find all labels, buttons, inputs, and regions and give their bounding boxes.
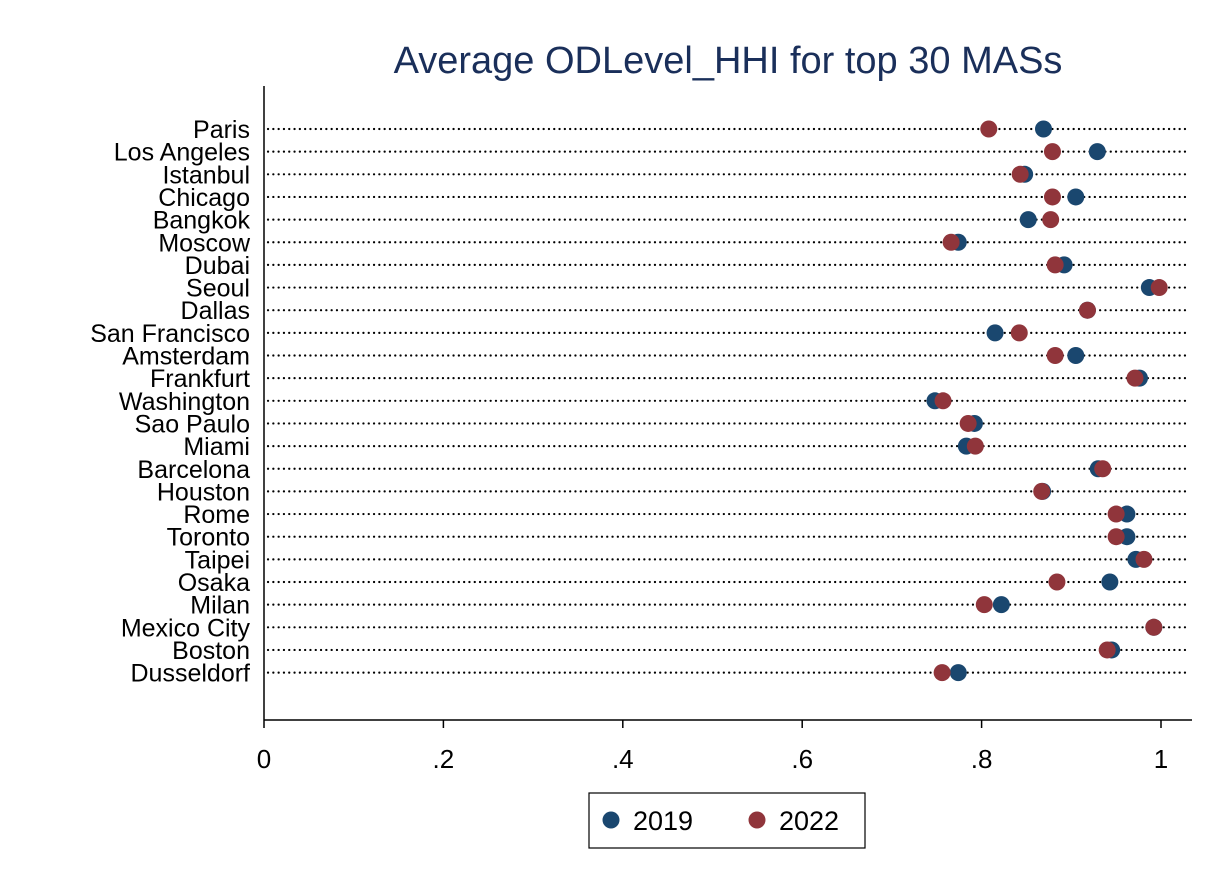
category-label-barcelona: Barcelona [137, 456, 250, 484]
point-2022-sao-paulo [959, 414, 977, 432]
point-2019-paris [1034, 120, 1052, 138]
x-tick-label: .2 [433, 744, 455, 774]
category-label-paris: Paris [193, 116, 250, 144]
category-label-istanbul: Istanbul [162, 161, 250, 189]
category-label-sao-paulo: Sao Paulo [135, 410, 250, 438]
point-2022-paris [980, 120, 998, 138]
x-tick-label: .4 [612, 744, 634, 774]
legend-label-2022: 2022 [779, 806, 839, 836]
point-2019-san-francisco [986, 324, 1004, 342]
point-2022-istanbul [1011, 165, 1029, 183]
point-2022-milan [975, 596, 993, 614]
category-label-seoul: Seoul [186, 275, 250, 303]
point-2022-amsterdam [1046, 347, 1064, 364]
point-2022-barcelona [1094, 460, 1112, 478]
axes [263, 86, 1192, 721]
point-2022-chicago [1043, 188, 1061, 206]
category-label-bangkok: Bangkok [153, 207, 251, 235]
point-2022-taipei [1135, 550, 1153, 568]
point-2019-chicago [1067, 188, 1085, 206]
category-label-dubai: Dubai [185, 252, 250, 280]
x-tick-label: 1 [1154, 744, 1168, 774]
point-2022-moscow [942, 233, 960, 251]
legend-box [588, 792, 866, 849]
category-label-san-francisco: San Francisco [90, 320, 250, 348]
category-label-frankfurt: Frankfurt [150, 365, 250, 393]
point-2022-osaka [1048, 573, 1066, 591]
category-label-dusseldorf: Dusseldorf [131, 660, 251, 688]
x-axis-ticks: 0 .2 .4 .6 .8 1 [257, 720, 1168, 774]
point-2019-osaka [1101, 573, 1119, 591]
legend: 2019 2022 [588, 792, 866, 849]
category-label-chicago: Chicago [158, 184, 250, 212]
point-2022-washington [934, 392, 952, 410]
legend-marker-2019 [602, 811, 620, 829]
point-2019-dusseldorf [949, 664, 967, 682]
point-2022-dubai [1046, 256, 1064, 274]
grid-lines [266, 127, 1190, 674]
x-tick-label: 0 [257, 744, 271, 774]
point-2019-bangkok [1019, 211, 1037, 229]
point-2022-los-angeles [1043, 143, 1061, 161]
category-label-washington: Washington [119, 388, 250, 416]
point-2022-frankfurt [1126, 369, 1144, 387]
category-label-toronto: Toronto [167, 524, 250, 552]
point-2019-los-angeles [1088, 143, 1106, 161]
point-2022-rome [1107, 505, 1125, 523]
point-2019-milan [992, 596, 1010, 614]
point-2022-houston [1033, 482, 1051, 500]
point-2019-amsterdam [1067, 347, 1085, 364]
category-label-houston: Houston [157, 478, 250, 506]
chart-title: Average ODLevel_HHI for top 30 MASs [394, 40, 1063, 82]
category-label-mexico-city: Mexico City [121, 614, 251, 642]
category-label-dallas: Dallas [181, 297, 250, 325]
legend-label-2019: 2019 [633, 806, 693, 836]
point-2022-mexico-city [1145, 618, 1163, 636]
category-label-boston: Boston [172, 637, 250, 665]
point-2022-bangkok [1042, 211, 1060, 229]
data-points [926, 120, 1168, 682]
x-tick-label: .6 [791, 744, 813, 774]
point-2022-dallas [1078, 301, 1096, 319]
category-label-amsterdam: Amsterdam [122, 343, 250, 371]
point-2022-seoul [1150, 279, 1168, 297]
point-2022-san-francisco [1010, 324, 1028, 342]
x-tick-label: .8 [971, 744, 993, 774]
legend-marker-2022 [748, 811, 766, 829]
category-label-los-angeles: Los Angeles [114, 139, 250, 167]
category-label-miami: Miami [183, 433, 250, 461]
point-2022-toronto [1107, 528, 1125, 546]
category-label-taipei: Taipei [185, 546, 250, 574]
category-label-rome: Rome [183, 501, 250, 529]
category-label-milan: Milan [190, 592, 250, 620]
point-2022-miami [966, 437, 984, 455]
category-label-moscow: Moscow [158, 229, 251, 257]
category-label-osaka: Osaka [178, 569, 250, 597]
point-2022-dusseldorf [933, 664, 951, 682]
point-2022-boston [1098, 641, 1116, 659]
